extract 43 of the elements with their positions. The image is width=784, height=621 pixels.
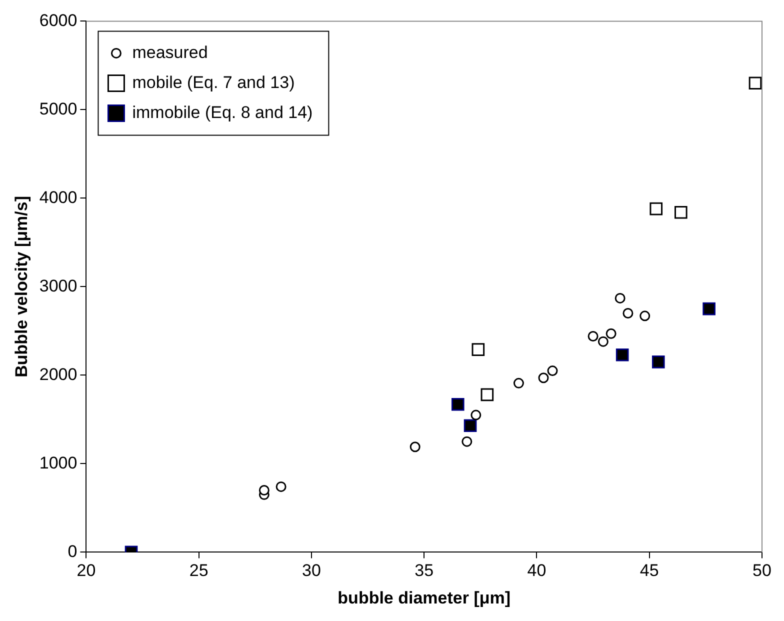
x-tick-label: 45 bbox=[640, 561, 659, 580]
point bbox=[470, 410, 482, 420]
legend-label: measured bbox=[132, 42, 208, 62]
point bbox=[616, 348, 629, 362]
point bbox=[547, 366, 558, 376]
y-tick-label: 3000 bbox=[39, 276, 78, 296]
x-axis-title: bubble diameter [μm] bbox=[338, 588, 511, 608]
x-tick-label: 30 bbox=[302, 561, 321, 580]
y-tick-label: 6000 bbox=[39, 10, 78, 30]
x-tick-label: 20 bbox=[76, 561, 96, 580]
y-tick-label: 0 bbox=[68, 542, 78, 561]
point bbox=[258, 485, 270, 496]
point bbox=[748, 76, 762, 90]
x-tick-label: 50 bbox=[752, 561, 772, 580]
point bbox=[650, 202, 663, 216]
point bbox=[598, 336, 608, 347]
point bbox=[462, 436, 472, 447]
point bbox=[588, 331, 598, 342]
point bbox=[538, 372, 549, 384]
point bbox=[702, 302, 716, 316]
point bbox=[674, 206, 688, 219]
x-tick-label: 35 bbox=[414, 561, 434, 580]
legend-label: mobile (Eq. 7 and 13) bbox=[132, 72, 295, 92]
y-tick-label: 1000 bbox=[39, 453, 78, 472]
point bbox=[652, 356, 665, 368]
point bbox=[614, 292, 626, 304]
point bbox=[472, 343, 485, 356]
point bbox=[464, 419, 477, 432]
point bbox=[410, 442, 420, 452]
point bbox=[480, 388, 494, 402]
x-tick-label: 25 bbox=[189, 561, 208, 580]
y-tick-label: 2000 bbox=[39, 364, 78, 384]
point bbox=[606, 328, 616, 339]
point bbox=[622, 308, 634, 318]
y-tick-label: 5000 bbox=[39, 99, 78, 118]
legend-label: immobile (Eq. 8 and 14) bbox=[132, 102, 313, 122]
point bbox=[513, 378, 524, 388]
y-axis-title: Bubble velocity [μm/s] bbox=[12, 196, 31, 378]
point bbox=[640, 310, 650, 322]
point bbox=[276, 481, 286, 492]
point bbox=[451, 398, 464, 411]
x-tick-label: 40 bbox=[527, 561, 546, 580]
y-tick-label: 4000 bbox=[39, 188, 78, 207]
